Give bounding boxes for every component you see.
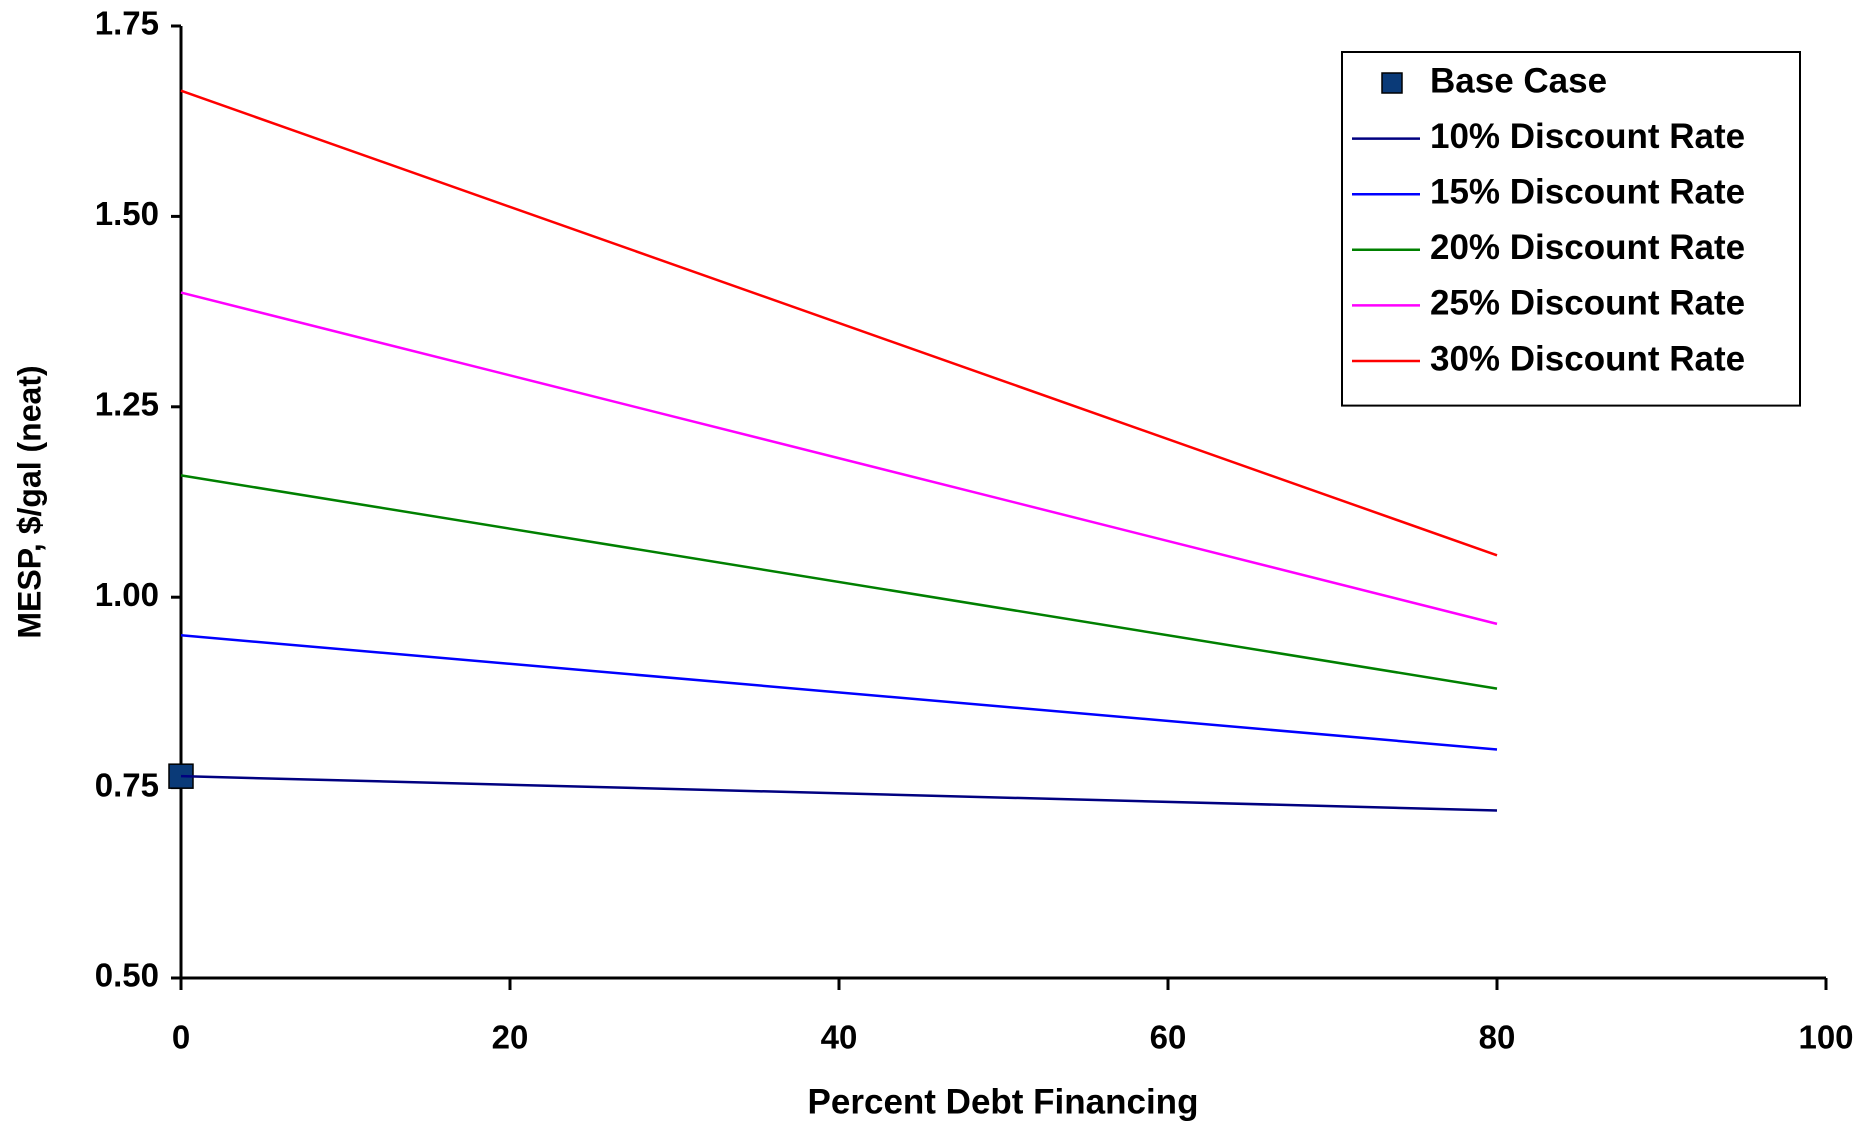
- x-axis-label: Percent Debt Financing: [808, 1082, 1199, 1121]
- legend-label: 30% Discount Rate: [1430, 339, 1745, 378]
- legend-label: Base Case: [1430, 61, 1607, 100]
- line: [180, 774, 1498, 812]
- legend-label: 20% Discount Rate: [1430, 228, 1745, 267]
- line: [180, 291, 1498, 626]
- legend-label: 25% Discount Rate: [1430, 284, 1745, 323]
- legend-label: 15% Discount Rate: [1430, 172, 1745, 211]
- x-tick-label: 80: [1479, 1019, 1516, 1056]
- y-axis-label: MESP, $/gal (neat): [11, 365, 47, 638]
- x-tick-label: 100: [1798, 1019, 1853, 1056]
- y-tick-label: 1.00: [95, 576, 159, 613]
- y-tick-label: 1.50: [95, 195, 159, 232]
- legend-box: [1341, 51, 1801, 407]
- x-tick-label: 40: [821, 1019, 858, 1056]
- x-tick-label: 60: [1150, 1019, 1187, 1056]
- x-tick-label: 20: [492, 1019, 529, 1056]
- y-tick-label: 1.75: [95, 5, 159, 42]
- y-tick-label: 1.25: [95, 386, 159, 423]
- line: [180, 89, 1498, 557]
- x-tick-label: 0: [172, 1019, 190, 1056]
- line: [180, 474, 1498, 690]
- legend-label: 10% Discount Rate: [1430, 117, 1745, 156]
- legend-marker: [1381, 72, 1403, 94]
- y-tick-label: 0.75: [95, 766, 159, 803]
- y-tick-label: 0.50: [95, 957, 159, 994]
- line: [180, 634, 1498, 751]
